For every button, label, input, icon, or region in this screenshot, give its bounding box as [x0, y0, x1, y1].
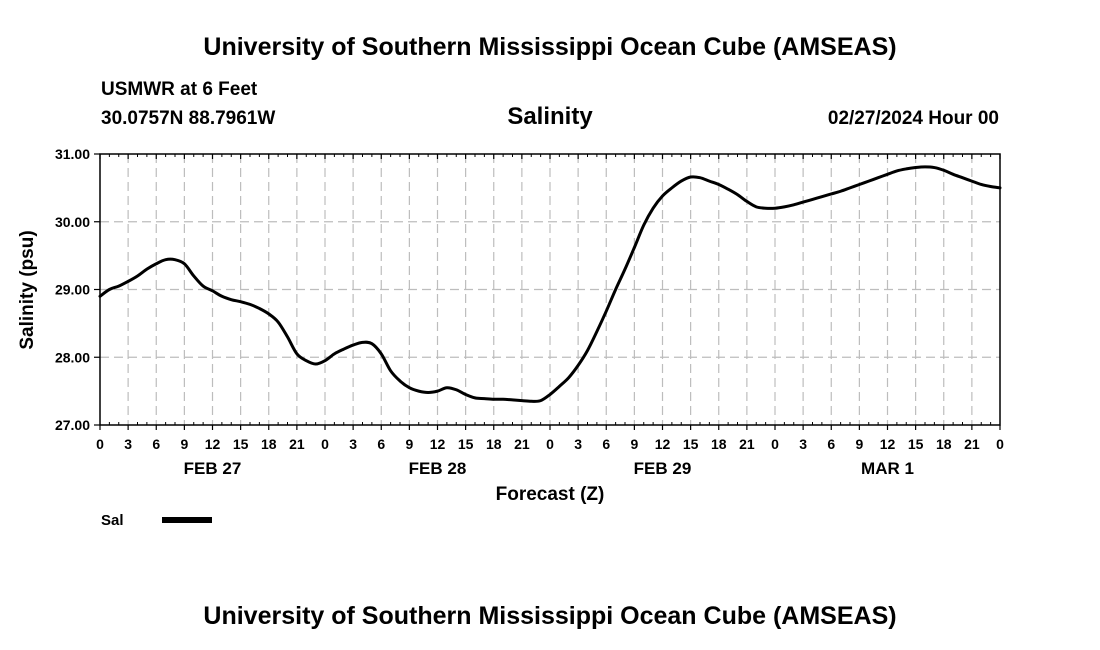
x-tick-label: 9	[630, 436, 638, 452]
x-tick-label: 15	[458, 436, 474, 452]
y-tick-label: 29.00	[55, 282, 90, 298]
x-tick-label: 12	[430, 436, 446, 452]
x-tick-label: 21	[514, 436, 530, 452]
x-tick-label: 21	[964, 436, 980, 452]
x-tick-label: 3	[124, 436, 132, 452]
x-tick-label: 0	[546, 436, 554, 452]
x-tick-label: 3	[799, 436, 807, 452]
x-tick-label: 15	[683, 436, 699, 452]
date-labels: FEB 27 FEB 28 FEB 29 MAR 1	[184, 459, 914, 478]
y-axis-label: Salinity (psu)	[17, 230, 38, 349]
x-tick-label: 3	[574, 436, 582, 452]
page-title: University of Southern Mississippi Ocean…	[203, 33, 896, 61]
plot-frame	[99, 153, 1001, 426]
y-tick-label: 30.00	[55, 214, 90, 230]
x-tick-label: 18	[936, 436, 952, 452]
x-tick-label: 9	[855, 436, 863, 452]
x-tick-label: 3	[349, 436, 357, 452]
y-tick-label: 27.00	[55, 417, 90, 433]
station-coords: 30.0757N 88.7961W	[101, 108, 275, 129]
date-label: FEB 28	[409, 459, 467, 478]
x-tick-label: 12	[880, 436, 896, 452]
legend-label: Sal	[101, 512, 124, 529]
y-tick-label: 31.00	[55, 146, 90, 162]
x-tick-label: 18	[711, 436, 727, 452]
x-tick-label: 6	[152, 436, 160, 452]
x-axis-label: Forecast (Z)	[496, 484, 605, 505]
date-label: FEB 29	[634, 459, 692, 478]
x-tick-label: 9	[405, 436, 413, 452]
chart-title: Salinity	[507, 103, 593, 130]
x-tick-label: 21	[289, 436, 305, 452]
legend: Sal	[101, 512, 212, 529]
x-tick-label: 18	[261, 436, 277, 452]
date-label: FEB 27	[184, 459, 242, 478]
grid-lines	[100, 154, 1000, 425]
station-label: USMWR at 6 Feet	[101, 79, 258, 100]
run-time: 02/27/2024 Hour 00	[828, 108, 999, 129]
x-tick-label: 15	[233, 436, 249, 452]
x-tick-label: 12	[655, 436, 671, 452]
y-axis-ticks: 27.00 28.00 29.00 30.00 31.00	[55, 146, 100, 433]
x-tick-label: 0	[321, 436, 329, 452]
footer-title: University of Southern Mississippi Ocean…	[203, 602, 896, 630]
x-tick-label: 0	[771, 436, 779, 452]
x-tick-label: 12	[205, 436, 221, 452]
x-tick-label: 6	[377, 436, 385, 452]
y-tick-label: 28.00	[55, 349, 90, 365]
series-group	[98, 165, 1002, 403]
x-tick-label: 21	[739, 436, 755, 452]
x-tick-label: 0	[96, 436, 104, 452]
x-tick-label: 9	[180, 436, 188, 452]
x-tick-label: 15	[908, 436, 924, 452]
x-tick-label: 6	[602, 436, 610, 452]
legend-swatch	[162, 517, 212, 523]
series-line-sal	[98, 165, 1002, 403]
x-tick-label: 18	[486, 436, 502, 452]
x-tick-label: 0	[996, 436, 1004, 452]
x-tick-label: 6	[827, 436, 835, 452]
date-label: MAR 1	[861, 459, 914, 478]
